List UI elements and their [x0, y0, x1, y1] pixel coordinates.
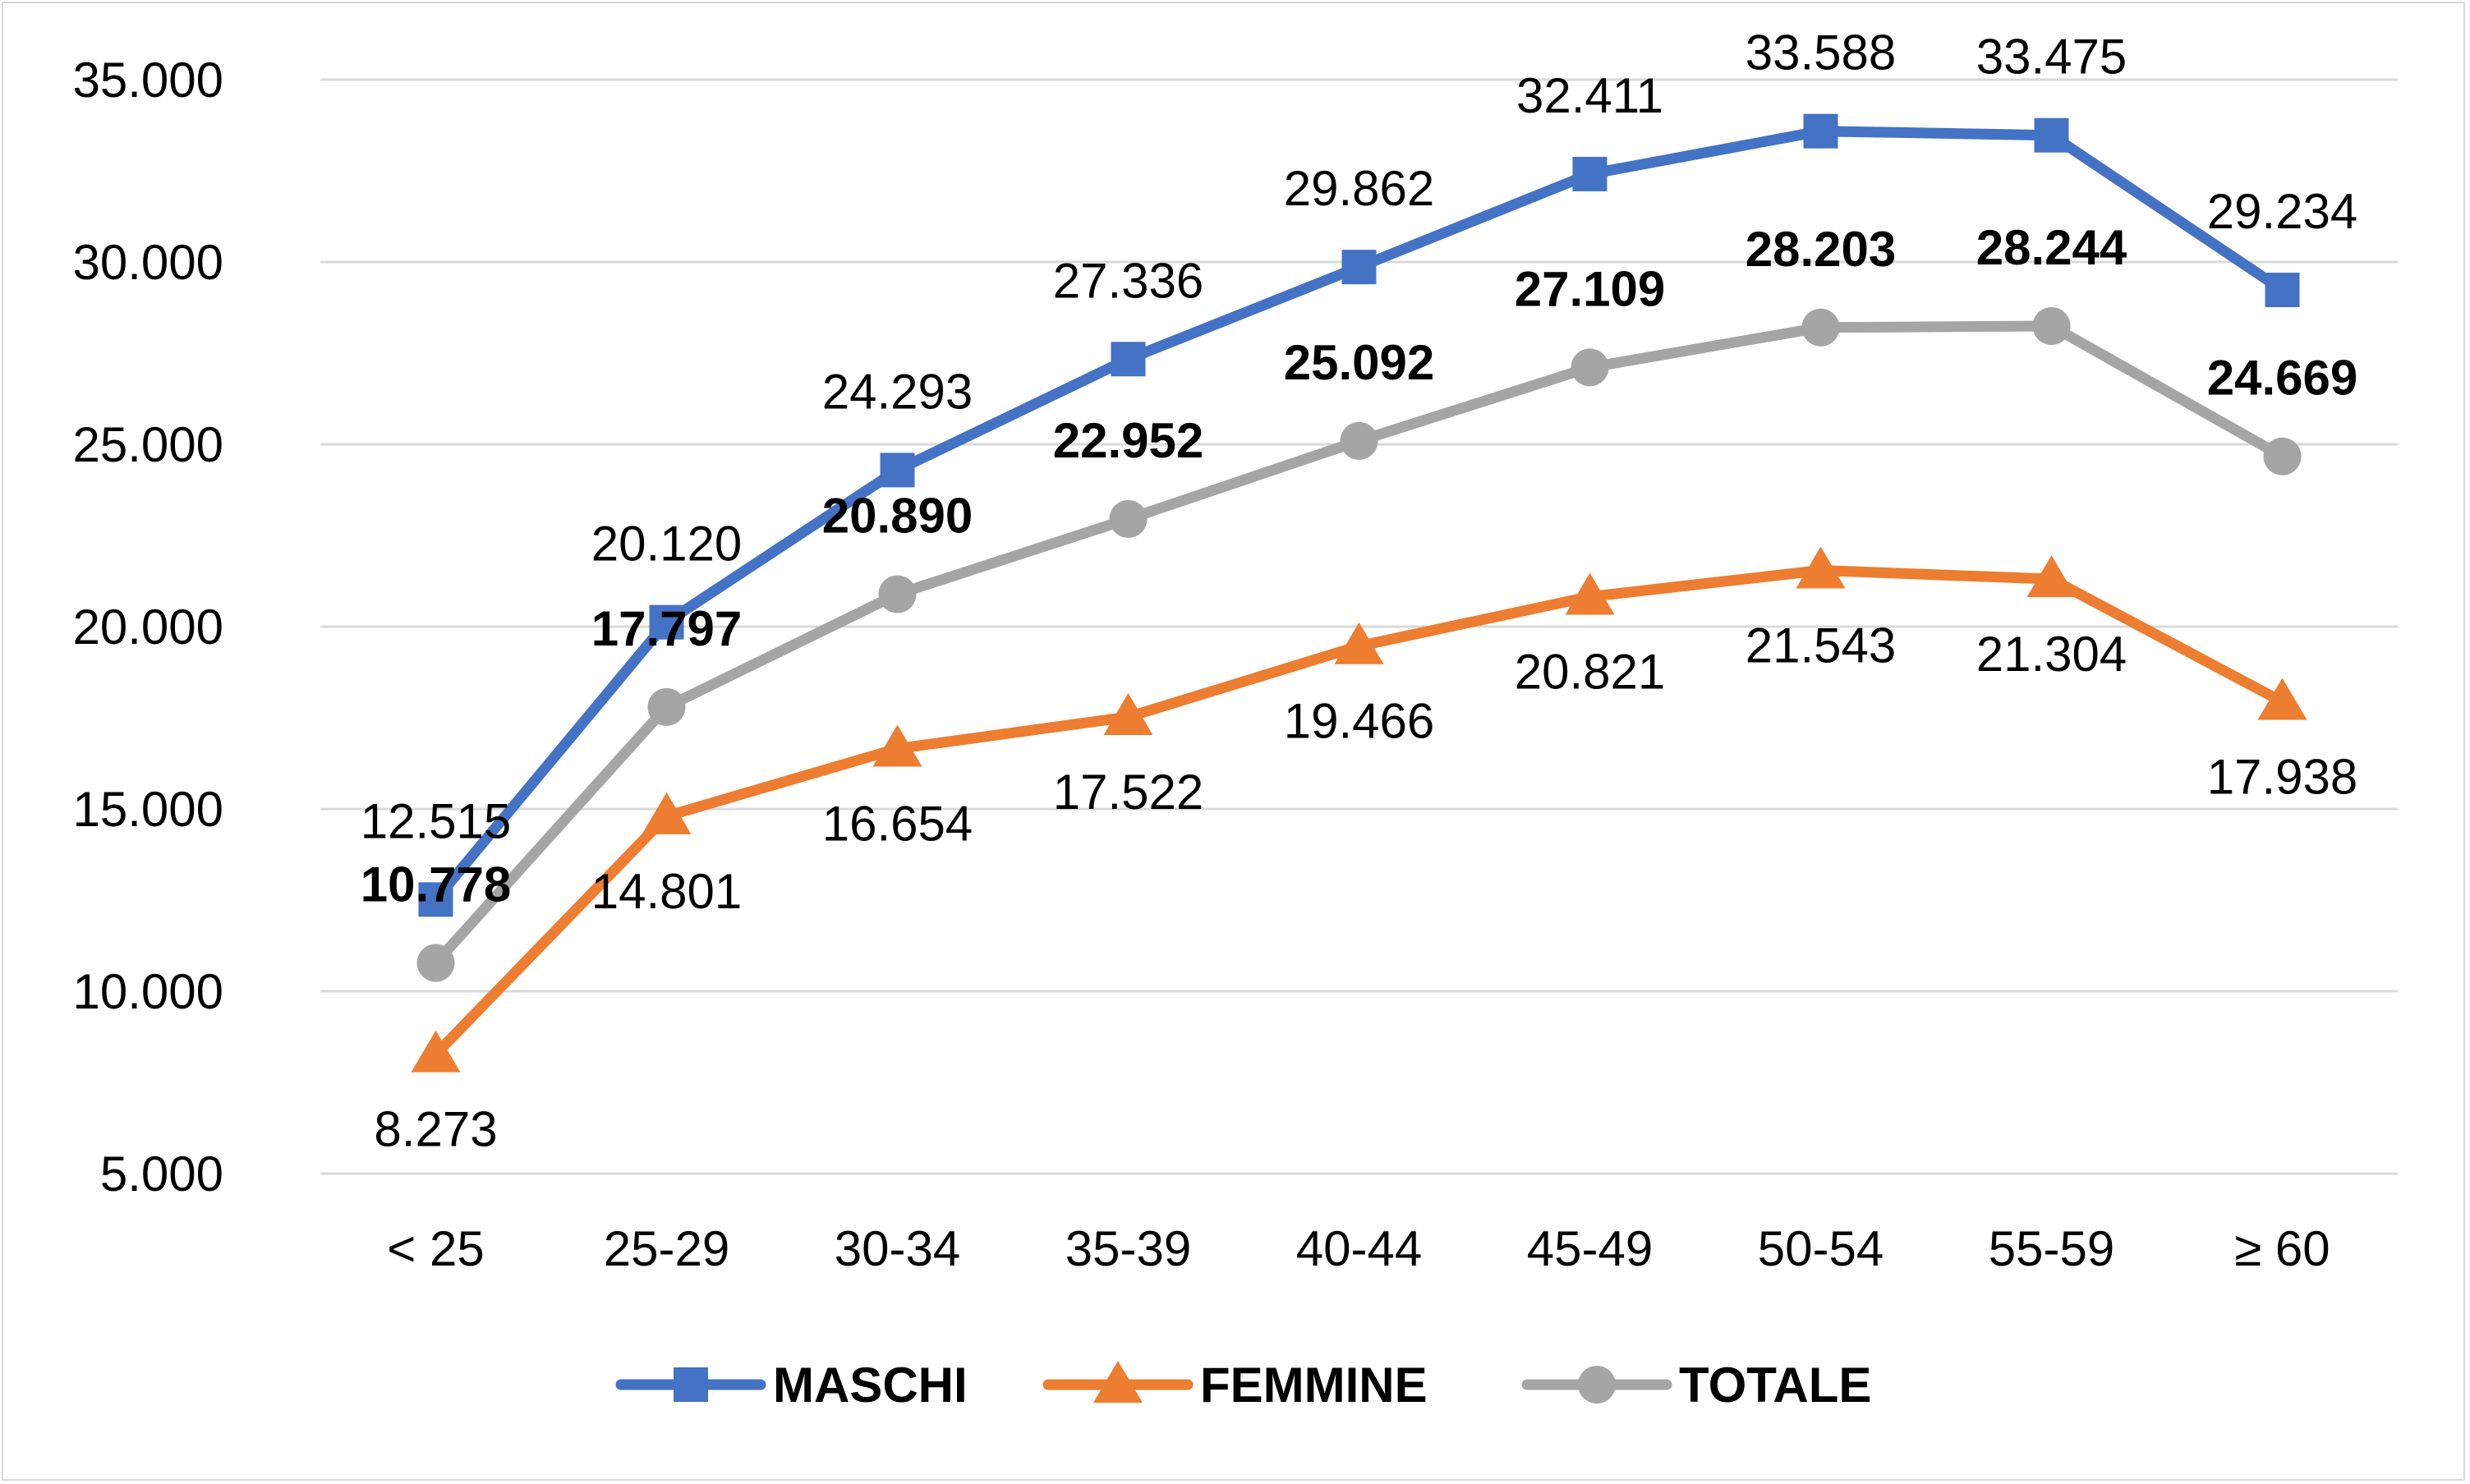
- series-lines: [411, 113, 2307, 1073]
- data-label-maschi: 29.234: [2207, 184, 2358, 239]
- data-label-femmine: 20.821: [1515, 645, 1666, 700]
- data-point-femmine: [2257, 678, 2307, 720]
- legend: MASCHI FEMMINE TOTALE: [615, 1358, 1871, 1413]
- y-tick-label: 15.000: [72, 782, 223, 837]
- data-point-femmine: [872, 724, 922, 767]
- data-label-totale: 28.244: [1976, 220, 2127, 275]
- data-point-femmine: [1103, 693, 1153, 736]
- legend-label-maschi: MASCHI: [773, 1358, 968, 1413]
- data-point-totale: [1109, 499, 1148, 538]
- data-point-maschi: [2265, 273, 2300, 308]
- line-chart: 5.000 10.000 15.000 20.000 25.000 30.000 35.00…: [72, 25, 2398, 1413]
- data-point-maschi: [2034, 117, 2069, 153]
- legend-label-femmine: FEMMINE: [1200, 1358, 1428, 1413]
- x-tick-label: 55-59: [1989, 1221, 2114, 1276]
- y-tick-label: 20.000: [72, 600, 223, 655]
- data-point-maschi: [1572, 156, 1608, 191]
- series-totale: [416, 306, 2302, 982]
- data-point-totale: [647, 687, 686, 726]
- data-label-femmine: 17.938: [2207, 750, 2358, 805]
- data-point-femmine: [411, 1030, 461, 1073]
- data-label-maschi: 20.120: [591, 517, 743, 572]
- data-label-totale: 20.890: [822, 488, 973, 543]
- data-label-maschi: 32.411: [1516, 68, 1663, 123]
- data-label-femmine: 8.273: [374, 1102, 497, 1157]
- data-point-totale: [2263, 437, 2302, 476]
- legend-item-maschi: MASCHI: [615, 1358, 968, 1413]
- y-tick-label: 30.000: [72, 235, 223, 290]
- data-label-totale: 22.952: [1053, 413, 1204, 468]
- data-label-totale: 28.203: [1746, 222, 1897, 277]
- data-label-femmine: 21.543: [1746, 618, 1897, 673]
- data-point-femmine: [642, 792, 692, 834]
- data-labels: 12.515 20.120 24.293 27.336 29.862 32.411 33.5…: [361, 25, 2358, 1157]
- data-point-maschi: [418, 882, 453, 917]
- x-tick-label: 50-54: [1758, 1221, 1884, 1276]
- data-label-totale: 24.669: [2207, 351, 2358, 406]
- data-point-totale: [878, 575, 917, 613]
- y-tick-label: 5.000: [100, 1146, 223, 1201]
- x-axis-tick-labels: < 25 25-29 30-34 35-39 40-44 45-49 50-54 55-59 ≥…: [387, 1221, 2330, 1276]
- legend-marker-totale: [1578, 1366, 1616, 1404]
- x-tick-label: 30-34: [835, 1221, 960, 1276]
- x-tick-label: 45-49: [1527, 1221, 1653, 1276]
- y-tick-label: 10.000: [72, 964, 223, 1019]
- data-point-totale: [1340, 421, 1378, 460]
- data-point-totale: [416, 944, 455, 982]
- data-label-totale: 17.797: [591, 601, 743, 656]
- y-axis-tick-labels: 5.000 10.000 15.000 20.000 25.000 30.000 35.00…: [72, 53, 223, 1201]
- data-label-totale: 10.778: [361, 857, 512, 912]
- data-label-femmine: 16.654: [822, 797, 973, 852]
- data-label-maschi: 12.515: [361, 793, 512, 848]
- legend-item-totale: TOTALE: [1521, 1358, 1871, 1413]
- y-tick-label: 25.000: [72, 417, 223, 472]
- data-label-maschi: 29.862: [1284, 161, 1435, 216]
- data-point-totale: [1801, 308, 1840, 347]
- data-point-maschi: [649, 604, 684, 640]
- data-label-femmine: 14.801: [591, 864, 743, 919]
- data-point-femmine: [1796, 546, 1846, 589]
- legend-marker-maschi: [674, 1367, 708, 1402]
- data-point-maschi: [1803, 113, 1838, 149]
- data-point-maschi: [1341, 250, 1377, 285]
- data-label-totale: 27.109: [1515, 261, 1666, 316]
- data-point-maschi: [1111, 342, 1146, 377]
- x-tick-label: 35-39: [1065, 1221, 1191, 1276]
- y-tick-label: 35.000: [72, 53, 223, 108]
- data-point-totale: [1571, 348, 1609, 387]
- x-tick-label: ≥ 60: [2234, 1221, 2330, 1276]
- data-label-femmine: 19.466: [1284, 694, 1435, 749]
- data-label-maschi: 33.588: [1746, 25, 1897, 80]
- data-label-femmine: 21.304: [1976, 627, 2127, 682]
- data-point-maschi: [880, 453, 915, 488]
- legend-marker-femmine: [1093, 1361, 1143, 1403]
- x-tick-label: 25-29: [604, 1221, 729, 1276]
- data-point-femmine: [1334, 622, 1384, 664]
- x-tick-label: < 25: [387, 1221, 484, 1276]
- series-maschi: [418, 113, 2300, 917]
- data-point-femmine: [2026, 555, 2077, 598]
- data-label-maschi: 33.475: [1976, 30, 2127, 85]
- x-tick-label: 40-44: [1296, 1221, 1422, 1276]
- legend-label-totale: TOTALE: [1679, 1358, 1871, 1413]
- data-label-maschi: 27.336: [1053, 253, 1204, 308]
- legend-item-femmine: FEMMINE: [1042, 1358, 1428, 1413]
- data-label-totale: 25.092: [1284, 335, 1435, 390]
- data-label-femmine: 17.522: [1053, 765, 1204, 820]
- data-point-totale: [2032, 306, 2071, 345]
- data-point-femmine: [1565, 572, 1615, 615]
- data-label-maschi: 24.293: [822, 364, 973, 419]
- series-femmine: [411, 546, 2307, 1073]
